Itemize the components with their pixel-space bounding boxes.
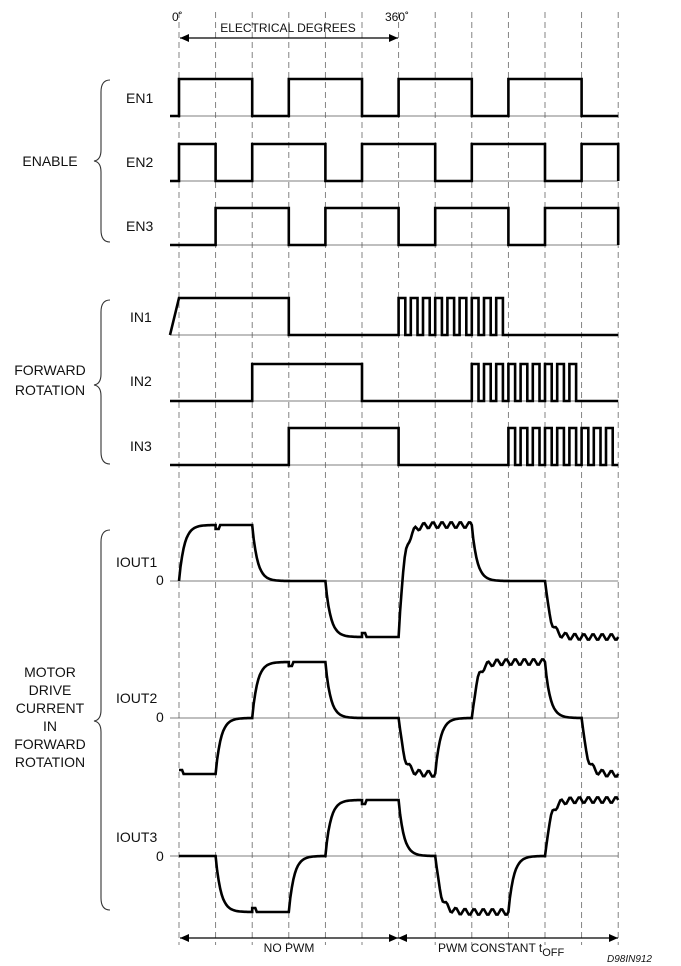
motor-label-line: DRIVE — [29, 682, 72, 698]
electrical-degrees-label: ELECTRICAL DEGREES — [220, 21, 356, 35]
in2-label: IN2 — [130, 373, 152, 389]
iout1-label: IOUT1 — [116, 554, 157, 570]
en2-label: EN2 — [126, 154, 153, 170]
waveforms — [168, 77, 620, 917]
pwm-constant-label: PWM CONSTANT tOFF — [438, 941, 565, 959]
iout2-waveform — [179, 657, 620, 778]
iout3-zero-label: 0 — [156, 848, 164, 864]
en1-waveform — [170, 77, 619, 118]
in3-label: IN3 — [130, 438, 152, 454]
iout1-zero-label: 0 — [156, 572, 164, 588]
enable-group-label: ENABLE — [22, 153, 77, 169]
no-pwm-label: NO PWM — [264, 941, 315, 955]
in1-label: IN1 — [130, 309, 152, 325]
iout1-waveform — [177, 520, 620, 642]
pwm-constant-label-main: PWM CONSTANT t — [438, 941, 543, 955]
motor-label-line: CURRENT — [16, 700, 85, 716]
pwm-constant-arrow — [398, 934, 618, 942]
figure-code: D98IN912 — [607, 954, 652, 965]
motor-label-line: FORWARD — [14, 736, 86, 752]
iout3-label: IOUT3 — [116, 829, 157, 845]
iout2-label: IOUT2 — [116, 690, 157, 706]
en1-label: EN1 — [126, 90, 153, 106]
forward-rotation-label-line1: FORWARD — [14, 362, 86, 378]
electrical-degrees-arrow — [180, 34, 398, 42]
in2-waveform — [170, 362, 619, 403]
forward-rotation-brace — [93, 299, 111, 465]
in3-waveform — [170, 426, 619, 467]
iout2-zero-label: 0 — [156, 709, 164, 725]
motor-current-group-label: MOTOR DRIVE CURRENT IN FORWARD ROTATION — [14, 664, 86, 770]
en3-waveform — [170, 206, 620, 247]
in1-waveform — [168, 296, 619, 337]
no-pwm-arrow — [180, 934, 398, 942]
enable-brace — [93, 79, 111, 243]
motor-current-brace — [93, 529, 111, 911]
motor-label-line: ROTATION — [15, 754, 85, 770]
forward-rotation-label-line2: ROTATION — [15, 382, 85, 398]
en2-waveform — [170, 142, 620, 183]
motor-label-line: IN — [43, 718, 57, 734]
start-degree-label: 0˚ — [172, 10, 183, 24]
en3-label: EN3 — [126, 218, 153, 234]
motor-label-line: MOTOR — [24, 664, 76, 680]
end-degree-label: 360˚ — [385, 10, 409, 24]
iout3-waveform — [179, 795, 620, 917]
pwm-constant-label-sub: OFF — [542, 947, 564, 959]
